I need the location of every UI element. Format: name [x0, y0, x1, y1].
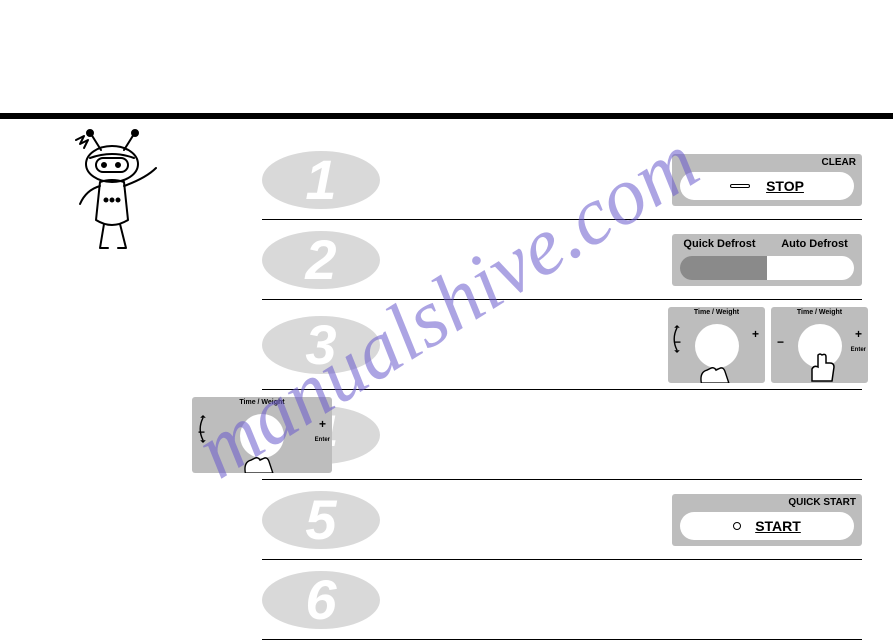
stop-slot-icon: [730, 184, 750, 188]
quick-defrost-label: Quick Defrost: [672, 238, 767, 250]
stop-button[interactable]: STOP: [680, 172, 854, 200]
mascot-robot-icon: [56, 128, 176, 258]
step-number: 6: [305, 572, 336, 628]
hand-grip-icon: [692, 361, 740, 383]
hand-grip-icon: [232, 451, 288, 473]
step-row: 1 CLEAR STOP: [262, 140, 862, 220]
step-row: 2 Quick Defrost Auto Defrost: [262, 220, 862, 300]
dial-title: Time / Weight: [668, 309, 765, 316]
dial-minus-icon: −: [777, 335, 784, 349]
step-row: 3 Time / Weight − + Time / Weight −: [262, 300, 862, 390]
step-number-oval: 2: [262, 231, 380, 289]
step-number-oval: 6: [262, 571, 380, 629]
auto-defrost-label: Auto Defrost: [767, 238, 862, 250]
auto-defrost-half: [767, 256, 854, 280]
quick-defrost-half: [680, 256, 767, 280]
quick-start-label: QUICK START: [788, 497, 856, 508]
dial-enter-label: Enter: [851, 347, 866, 353]
step-row: 4 Time / Weight − + Enter: [262, 390, 862, 480]
step-number: 3: [305, 317, 336, 373]
dial-plus-icon: +: [752, 327, 759, 341]
hand-press-icon: [805, 353, 841, 383]
step-number-oval: 1: [262, 151, 380, 209]
steps-column: 1 CLEAR STOP 2 Quick Defrost Auto Defros…: [262, 140, 862, 640]
page-top-rule: [0, 113, 893, 119]
step-row: 6: [262, 560, 862, 640]
step-number-oval: 3: [262, 316, 380, 374]
step-number-oval: 5: [262, 491, 380, 549]
dial-title: Time / Weight: [771, 309, 868, 316]
dial-enter-label: Enter: [315, 437, 330, 443]
clear-label: CLEAR: [822, 157, 856, 168]
start-button-label: START: [755, 518, 801, 534]
dial-title: Time / Weight: [192, 399, 332, 406]
dial-plus-icon: +: [319, 417, 326, 431]
time-weight-dial-single[interactable]: Time / Weight − + Enter: [192, 397, 332, 473]
start-button[interactable]: START: [680, 512, 854, 540]
step-number: 5: [305, 492, 336, 548]
time-weight-dial-rotate[interactable]: Time / Weight − +: [668, 307, 765, 383]
defrost-toggle[interactable]: [680, 256, 854, 280]
step-row: 5 QUICK START START: [262, 480, 862, 560]
rotate-arrow-icon: [196, 411, 210, 447]
time-weight-dial-press[interactable]: Time / Weight − + Enter: [771, 307, 868, 383]
stop-clear-panel: CLEAR STOP: [672, 154, 862, 206]
dial-plus-icon: +: [855, 327, 862, 341]
step-number: 1: [305, 152, 336, 208]
dial-pair-panel: Time / Weight − + Time / Weight − + Ente…: [668, 307, 868, 383]
defrost-labels: Quick Defrost Auto Defrost: [672, 238, 862, 250]
start-circle-icon: [733, 522, 741, 530]
rotate-arrow-icon: [670, 321, 684, 357]
defrost-panel: Quick Defrost Auto Defrost: [672, 234, 862, 286]
quick-start-panel: QUICK START START: [672, 494, 862, 546]
step-number: 2: [305, 232, 336, 288]
stop-button-label: STOP: [766, 178, 804, 194]
